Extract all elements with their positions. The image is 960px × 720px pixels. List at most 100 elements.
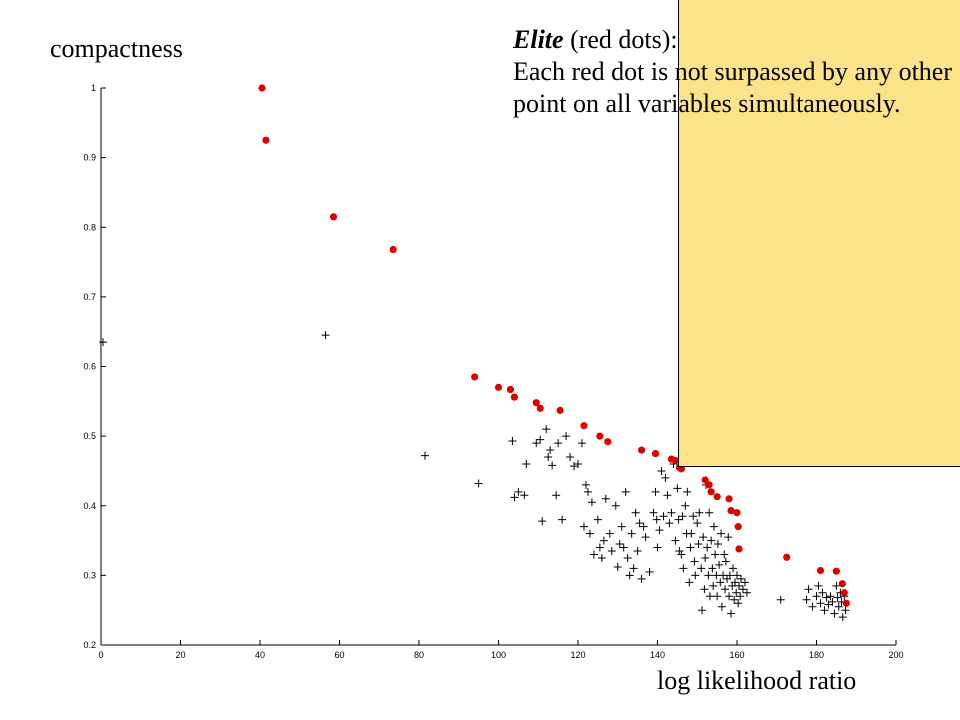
- non-elite-point: [657, 466, 666, 475]
- non-elite-point: [611, 501, 620, 510]
- elite-point: [701, 476, 709, 484]
- non-elite-point: [617, 522, 626, 531]
- non-elite-point: [724, 533, 733, 542]
- non-elite-point: [599, 536, 608, 545]
- non-elite-point: [699, 533, 708, 542]
- non-elite-point: [678, 512, 687, 521]
- non-elite-point: [532, 439, 541, 448]
- non-elite-point: [585, 529, 594, 538]
- non-elite-point: [738, 585, 747, 594]
- non-elite-point: [725, 592, 734, 601]
- non-elite-point: [711, 550, 720, 559]
- non-elite-point: [583, 487, 592, 496]
- annotation-highlight-box: [678, 0, 960, 467]
- non-elite-point: [841, 606, 850, 615]
- non-elite-point: [627, 529, 636, 538]
- non-elite-point: [808, 602, 817, 611]
- axes: 0 20 40 60 80 100 120 140 160 180 200 0.2 0.3 0.4 0.5 0…: [83, 83, 903, 660]
- y-tick-label: 0.7: [83, 292, 96, 302]
- annotation-title-suffix: (red dots):: [563, 25, 678, 54]
- elite-point: [506, 385, 515, 394]
- y-tick-label: 0.9: [83, 153, 96, 163]
- non-elite-point: [623, 553, 632, 562]
- non-elite-point: [98, 338, 107, 347]
- non-elite-point: [635, 519, 644, 528]
- non-elite-point: [595, 543, 604, 552]
- non-elite-point: [717, 529, 726, 538]
- non-elite-point: [558, 515, 567, 524]
- non-elite-point: [542, 425, 551, 434]
- non-elite-point: [707, 536, 716, 545]
- non-elite-point: [826, 592, 835, 601]
- annotation-body: Each red dot is not surpassed by any oth…: [513, 57, 953, 118]
- non-elite-point: [637, 574, 646, 583]
- non-elite-point: [607, 547, 616, 556]
- non-elite-point: [830, 609, 839, 618]
- non-elite-point: [725, 571, 734, 580]
- non-elite-point: [593, 515, 602, 524]
- non-elite-point: [730, 595, 739, 604]
- x-tick-label: 200: [888, 650, 903, 660]
- non-elite-point: [522, 459, 531, 468]
- elite-point: [816, 566, 825, 575]
- non-elite-point: [587, 498, 596, 507]
- non-elite-point: [704, 571, 713, 580]
- non-elite-point: [736, 592, 745, 601]
- non-elite-point: [625, 571, 634, 580]
- non-elite-point: [652, 515, 661, 524]
- non-elite-point: [552, 491, 561, 500]
- non-elite-point: [727, 609, 736, 618]
- non-elite-point: [822, 593, 831, 602]
- non-elite-point: [673, 484, 682, 493]
- non-elite-point: [601, 494, 610, 503]
- non-elite-point: [776, 595, 785, 604]
- non-elite-point: [681, 501, 690, 510]
- non-elite-point: [574, 459, 582, 468]
- non-elite-point: [679, 564, 688, 573]
- y-tick-label: 0.2: [83, 640, 96, 650]
- elite-point: [596, 432, 604, 440]
- non-elite-point: [667, 508, 676, 517]
- non-elite-point: [659, 512, 668, 521]
- elite-point: [580, 422, 588, 430]
- non-elite-point: [742, 588, 751, 597]
- elite-point: [840, 589, 848, 597]
- non-elite-point: [802, 595, 811, 604]
- x-tick-label: 120: [570, 650, 585, 660]
- elite-point: [494, 383, 503, 391]
- elite-point: [329, 213, 338, 221]
- non-elite-point: [661, 473, 670, 482]
- non-elite-point: [685, 578, 694, 587]
- non-elite-point: [690, 557, 699, 566]
- non-elite-point: [691, 571, 700, 580]
- data-points: [98, 84, 850, 622]
- non-elite-point: [716, 578, 725, 587]
- non-elite-point: [838, 613, 847, 622]
- elite-point: [705, 481, 713, 489]
- non-elite-point: [828, 597, 837, 606]
- non-elite-point: [812, 592, 821, 601]
- non-elite-point: [720, 550, 729, 559]
- non-elite-point: [619, 543, 628, 552]
- non-elite-point: [729, 564, 738, 573]
- non-elite-point: [832, 581, 841, 590]
- elite-point: [842, 599, 850, 607]
- non-elite-point: [544, 453, 553, 462]
- non-elite-point: [731, 578, 740, 587]
- non-elite-point: [721, 585, 730, 594]
- y-tick-label: 0.8: [83, 222, 96, 232]
- non-elite-point: [629, 564, 638, 573]
- non-elite-point: [833, 593, 842, 602]
- y-tick-label: 0.5: [83, 431, 96, 441]
- elite-point: [671, 456, 679, 465]
- non-elite-point: [674, 515, 683, 524]
- non-elite-point: [665, 519, 674, 528]
- x-axis-label: log likelihood ratio: [657, 666, 857, 695]
- non-elite-point: [675, 547, 684, 556]
- non-elite-point: [732, 588, 741, 597]
- y-tick-label: 0.4: [83, 501, 96, 511]
- x-tick-label: 160: [729, 650, 744, 660]
- non-elite-point: [694, 540, 703, 549]
- non-elite-point: [697, 564, 706, 573]
